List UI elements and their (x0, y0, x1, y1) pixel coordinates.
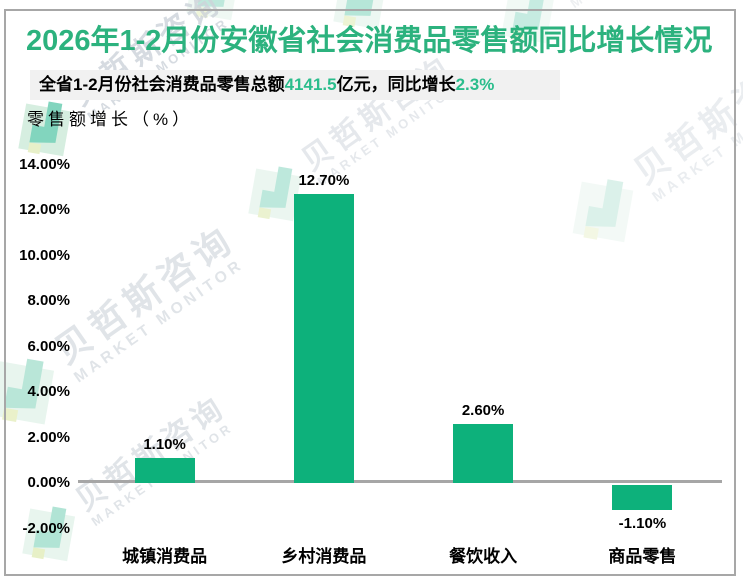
y-tick-label: 8.00% (27, 292, 70, 309)
y-tick-label: 4.00% (27, 383, 70, 400)
y-axis-title: 零售额增长（%） (27, 110, 194, 129)
y-tick-label: 0.00% (27, 474, 70, 491)
y-tick-label: 14.00% (19, 155, 70, 173)
bar-value-label: 12.70% (298, 172, 350, 190)
page-title: 2026年1-2月份安徽省社会消费品零售额同比增长情况 (26, 25, 713, 57)
subtitle-total-value: 4141.5 (284, 75, 337, 94)
y-tick-label: 12.00% (19, 201, 70, 218)
y-tick-label: 2.00% (27, 428, 70, 446)
y-tick-label: 6.00% (27, 337, 70, 355)
bar (612, 484, 673, 510)
x-axis-zero-line (78, 480, 722, 483)
category-label: 餐饮收入 (449, 547, 518, 566)
category-label: 乡村消费品 (281, 547, 367, 566)
bar-value-label: 1.10% (143, 436, 186, 453)
subtitle-prefix: 全省1-2月份社会消费品零售总额 (39, 75, 285, 94)
subtitle-growth-value: 2.3% (455, 75, 495, 94)
bar (134, 458, 195, 483)
y-tick-label: 10.00% (19, 246, 70, 264)
y-tick-label: -2.00% (22, 519, 70, 537)
bar-value-label: 2.60% (461, 401, 505, 419)
subtitle-mid: 亿元，同比增长 (336, 75, 456, 94)
bar-value-label: -1.10% (618, 515, 667, 532)
bar (453, 423, 514, 483)
category-label: 商品零售 (608, 547, 677, 566)
bar (293, 194, 354, 483)
subtitle-banner: 全省1-2月份社会消费品零售总额4141.5亿元，同比增长2.3% (30, 70, 560, 100)
category-label: 城镇消费品 (122, 547, 208, 566)
